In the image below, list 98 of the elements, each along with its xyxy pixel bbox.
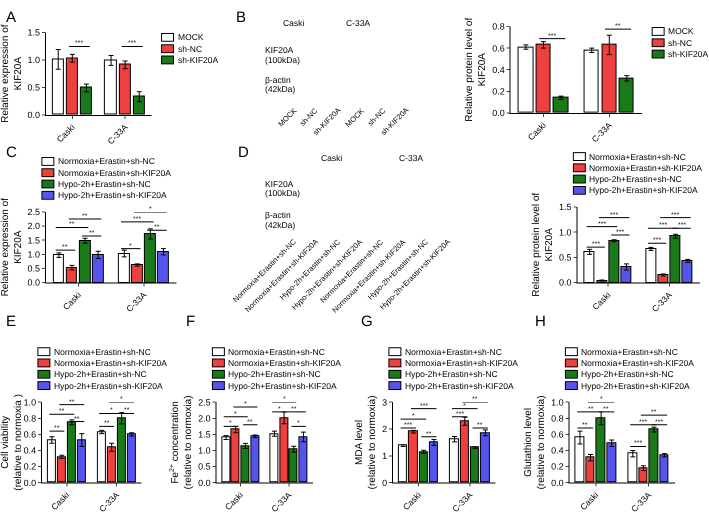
legend-label: Hypo-2h+Erastin+sh-KIF20A [228, 381, 337, 391]
y-tick-label: 2.5 [28, 207, 40, 218]
text: β-actin [265, 75, 291, 85]
text: β-actin [265, 210, 291, 220]
text: D [238, 144, 249, 161]
y-tick-label: 0.0 [551, 478, 564, 488]
text: C-33A [346, 18, 370, 28]
legend-label: Hypo-2h+Erastin+sh-KIF20A [54, 381, 163, 391]
y-axis-title: Glutathion level (relative to normoxia) [523, 395, 548, 490]
y-tick-label: 0.8 [551, 413, 564, 424]
y-tick-label: 1.0 [24, 397, 36, 408]
legend-label: Hypo-2h+Erastin+sh-NC [405, 369, 498, 379]
y-tick-label: 2.5 [198, 397, 211, 408]
y-tick-label: 1.0 [551, 397, 564, 408]
y-tick-label: 0.5 [28, 82, 40, 93]
text: (42kDa) [265, 220, 296, 230]
legend-label: sh-KIF20A [668, 49, 708, 59]
y-tick-label: 1.0 [198, 446, 211, 456]
chart-title: E [6, 313, 16, 330]
y-tick-label: 0.5 [198, 462, 211, 472]
legend-label: Hypo-2h+Erastin+sh-NC [228, 369, 321, 379]
y-tick-label: 0.8 [24, 413, 36, 424]
legend-label: sh-NC [668, 38, 692, 48]
legend-label: Hypo-2h+Erastin+sh-KIF20A [58, 190, 167, 200]
y-axis-title: Relative protein level of KIF20A [464, 18, 488, 122]
legend-label: Normoxia+Erastin+sh-NC [405, 347, 502, 357]
text: C-33A [399, 153, 424, 163]
legend-label: Normoxia+Erastin+sh-KIF20A [54, 358, 168, 368]
chart-title: F [186, 313, 196, 330]
y-tick-label: 0.0 [559, 278, 572, 288]
y-tick-label: 0.0 [492, 108, 505, 118]
legend-label: Normoxia+Erastin+sh-NC [581, 347, 678, 357]
legend-label: Hypo-2h+Erastin+sh-KIF20A [405, 381, 514, 391]
y-tick-label: 0.4 [551, 446, 564, 456]
legend-label: Hypo-2h+Erastin+sh-NC [581, 369, 674, 379]
y-tick-label: 0.0 [198, 478, 211, 488]
y-tick-label: 0.6 [24, 430, 36, 440]
legend-label: Hypo-2h+Erastin+sh-KIF20A [581, 381, 690, 391]
text: B [236, 9, 246, 26]
chart-title: A [6, 9, 16, 26]
legend-label: Hypo-2h+Erastin+sh-NC [589, 174, 682, 184]
y-tick-label: 1.5 [28, 235, 40, 246]
y-tick-label: 0.5 [559, 252, 572, 263]
text: Caski [283, 18, 304, 28]
legend-label: Normoxia+Erastin+sh-KIF20A [58, 168, 172, 178]
y-axis-title: MDA level (relative to normoxia) [354, 395, 378, 490]
y-tick-label: 1.0 [559, 227, 572, 238]
y-tick-label: 0.6 [492, 43, 505, 54]
y-tick-label: 1 [382, 450, 388, 461]
chart-title: G [361, 313, 373, 330]
legend-label: sh-KIF20A [178, 55, 218, 65]
legend-label: MOCK [178, 32, 204, 42]
chart-title: H [535, 313, 546, 330]
y-tick-label: 3 [382, 397, 388, 408]
y-tick-label: 1.0 [28, 55, 40, 66]
y-axis-title: Relative expression of KIF20A [0, 198, 24, 296]
y-tick-label: 0.4 [492, 64, 505, 75]
text: (100kDa) [265, 188, 300, 198]
legend-label: Normoxia+Erastin+sh-KIF20A [589, 163, 702, 173]
y-tick-label: 0.0 [24, 478, 36, 488]
y-axis-title: Relative protein level of KIF20A [531, 192, 556, 297]
text: (42kDa) [265, 84, 296, 94]
y-tick-label: 2.0 [198, 413, 211, 424]
y-axis-title: Cell viability (relative to normoxia ) [0, 394, 24, 491]
text: Caski [321, 153, 342, 163]
y-tick-label: 1.5 [198, 430, 211, 440]
legend-label: Normoxia+Erastin+sh-KIF20A [228, 358, 342, 368]
text: KIF20A [265, 179, 294, 189]
y-tick-label: 0.6 [551, 430, 564, 440]
legend-label: Normoxia+Erastin+sh-NC [228, 347, 325, 357]
y-tick-label: 0.2 [551, 462, 564, 472]
y-tick-label: 0.0 [28, 110, 40, 120]
legend-label: Normoxia+Erastin+sh-NC [589, 152, 686, 162]
y-tick-label: 1.0 [28, 249, 40, 260]
text: (100kDa) [265, 55, 300, 65]
y-tick-label: 0.2 [492, 86, 505, 96]
legend-label: MOCK [668, 26, 694, 36]
legend-label: Hypo-2h+Erastin+sh-KIF20A [589, 185, 698, 195]
legend-label: Normoxia+Erastin+sh-NC [54, 347, 151, 357]
chart-title: C [6, 144, 17, 161]
y-axis-title: Relative expression of KIF20A [0, 24, 24, 123]
legend-label: Hypo-2h+Erastin+sh-NC [54, 369, 147, 379]
text: KIF20A [265, 45, 294, 55]
y-tick-label: 0.4 [24, 446, 36, 456]
y-tick-label: 0 [382, 478, 388, 488]
legend-label: Normoxia+Erastin+sh-KIF20A [581, 358, 694, 368]
legend-label: Normoxia+Erastin+sh-NC [58, 156, 155, 166]
y-tick-label: 0.5 [28, 264, 40, 274]
y-tick-label: 2 [382, 424, 388, 434]
legend-label: sh-NC [178, 44, 202, 54]
y-tick-label: 0.0 [28, 278, 40, 288]
y-tick-label: 1.5 [559, 202, 572, 212]
legend-label: Hypo-2h+Erastin+sh-NC [58, 179, 151, 189]
y-tick-label: 1.5 [28, 28, 40, 38]
y-tick-label: 0.8 [492, 22, 505, 32]
y-tick-label: 2.0 [28, 221, 40, 232]
legend-label: Normoxia+Erastin+sh-KIF20A [405, 358, 518, 368]
y-tick-label: 0.2 [24, 462, 36, 472]
